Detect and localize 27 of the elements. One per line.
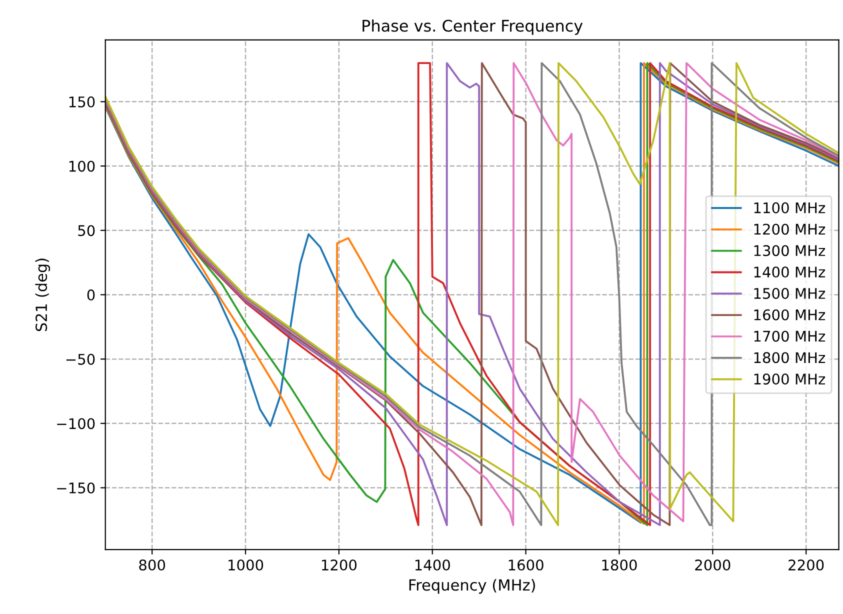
x-tick-label: 800 <box>139 560 166 571</box>
y-axis-title: S21 (deg) <box>35 258 50 332</box>
legend-label: 1900 MHz <box>754 374 826 385</box>
x-tick-label: 1200 <box>322 560 357 571</box>
y-tick-label: 50 <box>78 225 95 236</box>
y-tick-label: −100 <box>57 418 95 430</box>
y-tick-label: 0 <box>87 289 95 300</box>
x-axis-title: Frequency (MHz) <box>409 578 535 594</box>
legend-label: 1300 MHz <box>754 245 826 256</box>
x-tick-label: 1800 <box>602 560 637 571</box>
y-tick-label: −50 <box>66 354 95 365</box>
y-tick-label: −150 <box>57 482 95 494</box>
x-tick-label: 1000 <box>228 560 264 571</box>
legend-label: 1400 MHz <box>754 266 826 278</box>
x-tick-label: 1600 <box>508 560 544 571</box>
x-tick-label: 2000 <box>695 560 730 571</box>
legend-label: 1800 MHz <box>754 352 826 364</box>
y-tick-label: 150 <box>69 96 95 108</box>
legend-label: 1200 MHz <box>754 224 826 235</box>
chart-title: Phase vs. Center Frequency <box>362 19 583 35</box>
y-tick-label: 100 <box>69 160 95 172</box>
legend-label: 1100 MHz <box>754 202 826 214</box>
x-tick-label: 1400 <box>415 560 450 571</box>
x-tick-label: 2200 <box>788 560 824 571</box>
legend-label: 1500 MHz <box>754 288 826 299</box>
legend-label: 1600 MHz <box>754 309 826 320</box>
legend-label: 1700 MHz <box>754 330 826 342</box>
